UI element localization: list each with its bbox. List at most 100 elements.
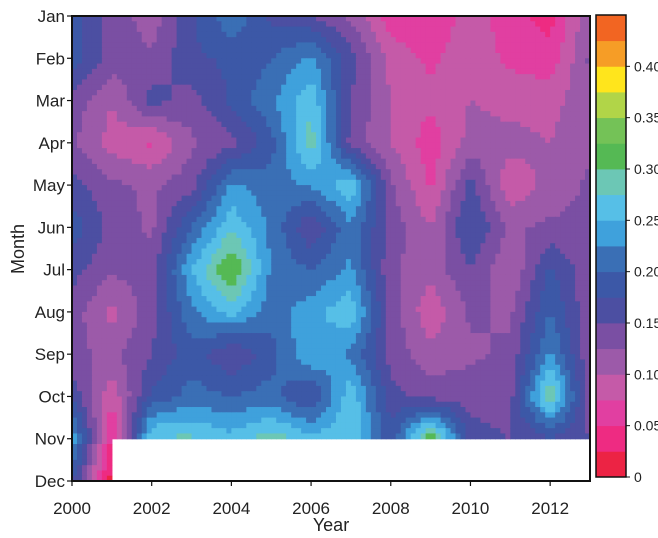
- contour-cell: [331, 179, 337, 186]
- contour-cell: [201, 116, 208, 123]
- contour-cell: [545, 206, 551, 213]
- contour-cell: [445, 253, 452, 260]
- contour-cell: [490, 185, 496, 191]
- contour-cell: [450, 79, 457, 86]
- contour-cell: [131, 21, 138, 28]
- contour-cell: [311, 169, 317, 176]
- contour-cell: [510, 264, 516, 271]
- contour-cell: [555, 232, 561, 239]
- contour-cell: [435, 169, 442, 176]
- contour-cell: [256, 68, 262, 75]
- contour-cell: [141, 200, 148, 207]
- contour-cell: [151, 222, 158, 228]
- contour-cell: [326, 105, 332, 112]
- contour-cell: [485, 42, 491, 49]
- contour-cell: [415, 211, 422, 218]
- contour-cell: [131, 169, 138, 176]
- contour-cell: [306, 105, 312, 112]
- contour-cell: [286, 26, 292, 33]
- contour-cell: [156, 190, 163, 197]
- contour-cell: [355, 222, 362, 228]
- contour-cell: [530, 148, 536, 154]
- contour-cell: [151, 158, 158, 165]
- contour-cell: [355, 84, 362, 91]
- contour-cell: [540, 148, 546, 154]
- contour-cell: [106, 116, 113, 123]
- contour-cell: [430, 237, 437, 244]
- contour-cell: [226, 105, 232, 112]
- contour-cell: [291, 195, 297, 202]
- contour-cell: [111, 21, 118, 28]
- contour-cell: [495, 259, 501, 265]
- contour-cell: [400, 253, 407, 260]
- contour-cell: [76, 142, 83, 149]
- contour-cell: [495, 222, 501, 228]
- contour-cell: [410, 21, 417, 28]
- contour-cell: [201, 237, 208, 244]
- contour-cell: [326, 237, 332, 244]
- contour-cell: [565, 126, 571, 133]
- contour-cell: [580, 63, 586, 70]
- contour-cell: [385, 47, 392, 54]
- contour-cell: [500, 243, 506, 250]
- contour-cell: [316, 79, 322, 86]
- contour-cell: [156, 89, 163, 96]
- contour-cell: [81, 132, 88, 139]
- contour-cell: [126, 74, 133, 81]
- contour-cell: [91, 200, 98, 207]
- contour-cell: [201, 142, 208, 149]
- contour-cell: [400, 153, 407, 160]
- contour-cell: [525, 243, 531, 250]
- contour-cell: [465, 126, 472, 133]
- contour-cell: [570, 100, 576, 107]
- contour-cell: [72, 190, 78, 197]
- contour-cell: [171, 227, 178, 234]
- contour-cell: [331, 142, 337, 149]
- contour-cell: [281, 95, 287, 102]
- contour-cell: [211, 137, 218, 144]
- contour-cell: [186, 16, 193, 22]
- contour-cell: [485, 248, 491, 255]
- contour-cell: [201, 185, 208, 191]
- contour-cell: [385, 63, 392, 70]
- contour-cell: [545, 169, 551, 176]
- contour-cell: [141, 79, 148, 86]
- contour-cell: [101, 89, 108, 96]
- contour-cell: [375, 142, 382, 149]
- contour-cell: [565, 185, 571, 191]
- contour-cell: [136, 190, 143, 197]
- contour-cell: [520, 158, 526, 165]
- contour-cell: [495, 148, 501, 154]
- contour-cell: [241, 37, 247, 44]
- contour-cell: [415, 153, 422, 160]
- contour-cell: [261, 84, 267, 91]
- contour-cell: [306, 52, 312, 59]
- contour-cell: [555, 211, 561, 218]
- contour-cell: [311, 84, 317, 91]
- contour-cell: [286, 174, 292, 181]
- contour-cell: [455, 227, 462, 234]
- contour-cell: [111, 95, 118, 102]
- contour-cell: [375, 179, 382, 186]
- contour-cell: [390, 111, 397, 117]
- contour-cell: [400, 116, 407, 123]
- contour-cell: [350, 153, 357, 160]
- contour-cell: [555, 116, 561, 123]
- contour-cell: [256, 42, 262, 49]
- contour-cell: [136, 126, 143, 133]
- contour-cell: [221, 68, 227, 75]
- contour-cell: [101, 132, 108, 139]
- contour-cell: [191, 237, 198, 244]
- contour-cell: [141, 95, 148, 102]
- contour-cell: [281, 248, 287, 255]
- contour-cell: [450, 185, 457, 191]
- contour-cell: [505, 158, 511, 165]
- contour-cell: [455, 37, 462, 44]
- contour-cell: [111, 232, 118, 239]
- contour-cell: [126, 174, 133, 181]
- contour-cell: [340, 132, 347, 139]
- contour-cell: [555, 264, 561, 271]
- contour-cell: [560, 121, 566, 128]
- contour-cell: [256, 185, 262, 191]
- contour-cell: [146, 174, 153, 181]
